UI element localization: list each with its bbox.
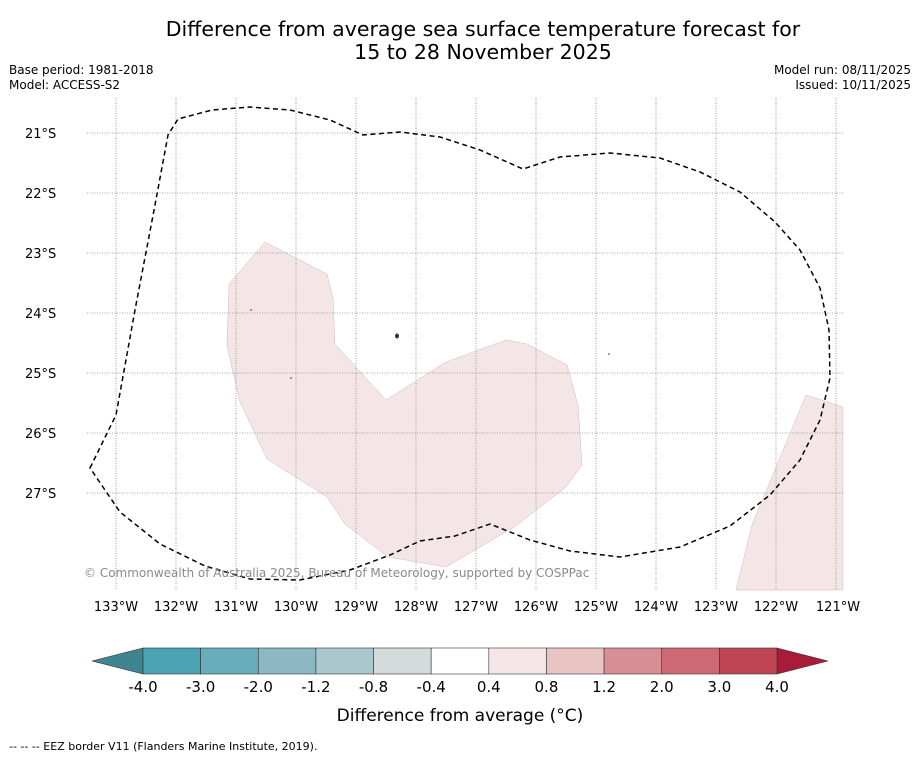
map-figure: © Commonwealth of Australia 2025, Bureau… [25, 98, 860, 726]
colorbar-tick-label: -4.0 [128, 678, 157, 696]
eez-border [89, 106, 831, 581]
title-line-2: 15 to 28 November 2025 [354, 40, 612, 64]
colorbar-tick-label: 3.0 [707, 678, 731, 696]
lon-labels: 133°W 132°W 131°W 130°W 129°W 128°W 127°… [94, 600, 860, 615]
base-period: Base period: 1981-2018 [9, 63, 154, 77]
lon-label: 131°W [214, 600, 258, 615]
colorbar-tick-label: 2.0 [650, 678, 674, 696]
colorbar-tick-label: 0.8 [535, 678, 559, 696]
colorbar-over-arrow [776, 647, 829, 675]
anomaly-regions [226, 241, 844, 591]
island [395, 333, 399, 339]
island [290, 377, 292, 379]
anomaly-region-east [735, 394, 844, 591]
colorbar-segment [315, 647, 374, 675]
colorbar-tick-label: -0.4 [417, 678, 446, 696]
colorbar-segment [257, 647, 317, 675]
meta-right: Model run: 08/11/2025 Issued: 10/11/2025 [774, 63, 911, 93]
map-title: Difference from average sea surface temp… [0, 18, 919, 64]
colorbar-tick-labels: -4.0 -3.0 -2.0 -1.2 -0.8 -0.4 0.4 0.8 1.2 2.0 3.0 4… [128, 678, 789, 696]
lon-label: 128°W [394, 600, 438, 615]
anomaly-region-central [226, 241, 583, 568]
lat-label: 27°S [25, 487, 56, 502]
lat-label: 23°S [25, 247, 56, 262]
colorbar-tick-label: -3.0 [186, 678, 215, 696]
lat-label: 24°S [25, 307, 56, 322]
island [608, 353, 610, 355]
islands [250, 309, 610, 379]
meta-left: Base period: 1981-2018 Model: ACCESS-S2 [9, 63, 154, 93]
lon-label: 123°W [694, 600, 738, 615]
colorbar-segment [661, 647, 720, 675]
lon-label: 133°W [94, 600, 138, 615]
copyright-text: © Commonwealth of Australia 2025, Bureau… [84, 566, 589, 580]
lon-label: 125°W [574, 600, 618, 615]
lon-label: 129°W [334, 600, 378, 615]
lat-label: 22°S [25, 187, 56, 202]
colorbar-segment [142, 647, 201, 675]
lat-labels: 21°S 22°S 23°S 24°S 25°S 26°S 27°S [25, 127, 56, 502]
colorbar-segment [488, 647, 547, 675]
colorbar-tick-label: -2.0 [244, 678, 273, 696]
lon-label: 126°W [514, 600, 558, 615]
lat-label: 21°S [25, 127, 56, 142]
model-name: Model: ACCESS-S2 [9, 78, 121, 92]
colorbar-segment [603, 647, 663, 675]
lon-label: 130°W [274, 600, 318, 615]
colorbar-tick-label: -1.2 [301, 678, 330, 696]
title-line-1: Difference from average sea surface temp… [165, 17, 801, 41]
colorbar-under-arrow [91, 647, 144, 675]
colorbar-segment [373, 647, 432, 675]
lon-label: 124°W [634, 600, 678, 615]
model-run: Model run: 08/11/2025 [773, 63, 911, 77]
issued-date: Issued: 10/11/2025 [795, 78, 911, 92]
colorbar-segment [719, 647, 778, 675]
gridlines [87, 98, 843, 590]
footer-note: -- -- -- EEZ border V11 (Flanders Marine… [9, 740, 318, 753]
lon-label: 122°W [754, 600, 798, 615]
colorbar-label: Difference from average (°C) [337, 706, 584, 726]
lon-label: 121°W [816, 600, 860, 615]
colorbar-tick-label: 0.4 [477, 678, 501, 696]
colorbar: -4.0 -3.0 -2.0 -1.2 -0.8 -0.4 0.4 0.8 1.2 2.0 3.0 4… [91, 647, 829, 726]
colorbar-segment [546, 647, 605, 675]
island [250, 309, 252, 311]
colorbar-tick-label: 4.0 [765, 678, 789, 696]
colorbar-segments [142, 647, 778, 675]
colorbar-segment [200, 647, 259, 675]
colorbar-tick-label: -0.8 [359, 678, 388, 696]
lon-label: 127°W [454, 600, 498, 615]
colorbar-segment [430, 647, 490, 675]
lat-label: 25°S [25, 367, 56, 382]
lon-label: 132°W [154, 600, 198, 615]
lat-label: 26°S [25, 427, 56, 442]
colorbar-tick-label: 1.2 [592, 678, 616, 696]
